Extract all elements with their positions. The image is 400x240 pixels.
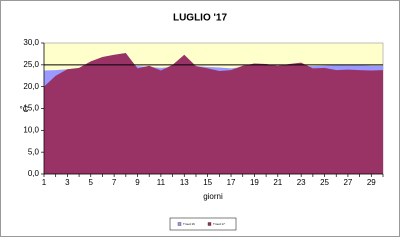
x-tick-label: 25 <box>320 178 329 187</box>
y-tick-label: 15,0 <box>23 104 39 113</box>
x-axis-label: giorni <box>203 192 223 201</box>
x-tick-label: 1 <box>42 178 47 187</box>
y-tick-label: 0,0 <box>28 169 40 178</box>
x-tick-label: 5 <box>89 178 94 187</box>
x-tick-label: 7 <box>112 178 117 187</box>
x-tick-label: 9 <box>135 178 140 187</box>
x-tick-label: 15 <box>203 178 212 187</box>
x-tick-label: 17 <box>227 178 236 187</box>
x-tick-label: 23 <box>297 178 306 187</box>
legend-swatch <box>177 222 182 226</box>
legend-box <box>169 217 237 231</box>
chart-title: LUGLIO '17 <box>173 13 227 24</box>
area <box>44 53 383 174</box>
y-tick-label: 25,0 <box>23 60 39 69</box>
y-tick-label: 20,0 <box>23 82 39 91</box>
legend-swatch <box>207 222 212 226</box>
x-tick-label: 19 <box>250 178 259 187</box>
legend-label: Tmed 17 <box>213 222 225 226</box>
x-tick-label: 11 <box>157 178 166 187</box>
y-tick-label: 10,0 <box>23 125 39 134</box>
x-tick-label: 29 <box>367 178 376 187</box>
y-tick-label: 5,0 <box>28 147 40 156</box>
x-tick-label: 13 <box>180 178 189 187</box>
y-tick-label: 30,0 <box>23 38 39 47</box>
x-tick-label: 3 <box>65 178 70 187</box>
x-tick-label: 21 <box>273 178 282 187</box>
y-axis-label: °C <box>20 105 29 114</box>
legend-label: Tmed 16 <box>183 222 195 226</box>
x-tick-label: 27 <box>343 178 352 187</box>
